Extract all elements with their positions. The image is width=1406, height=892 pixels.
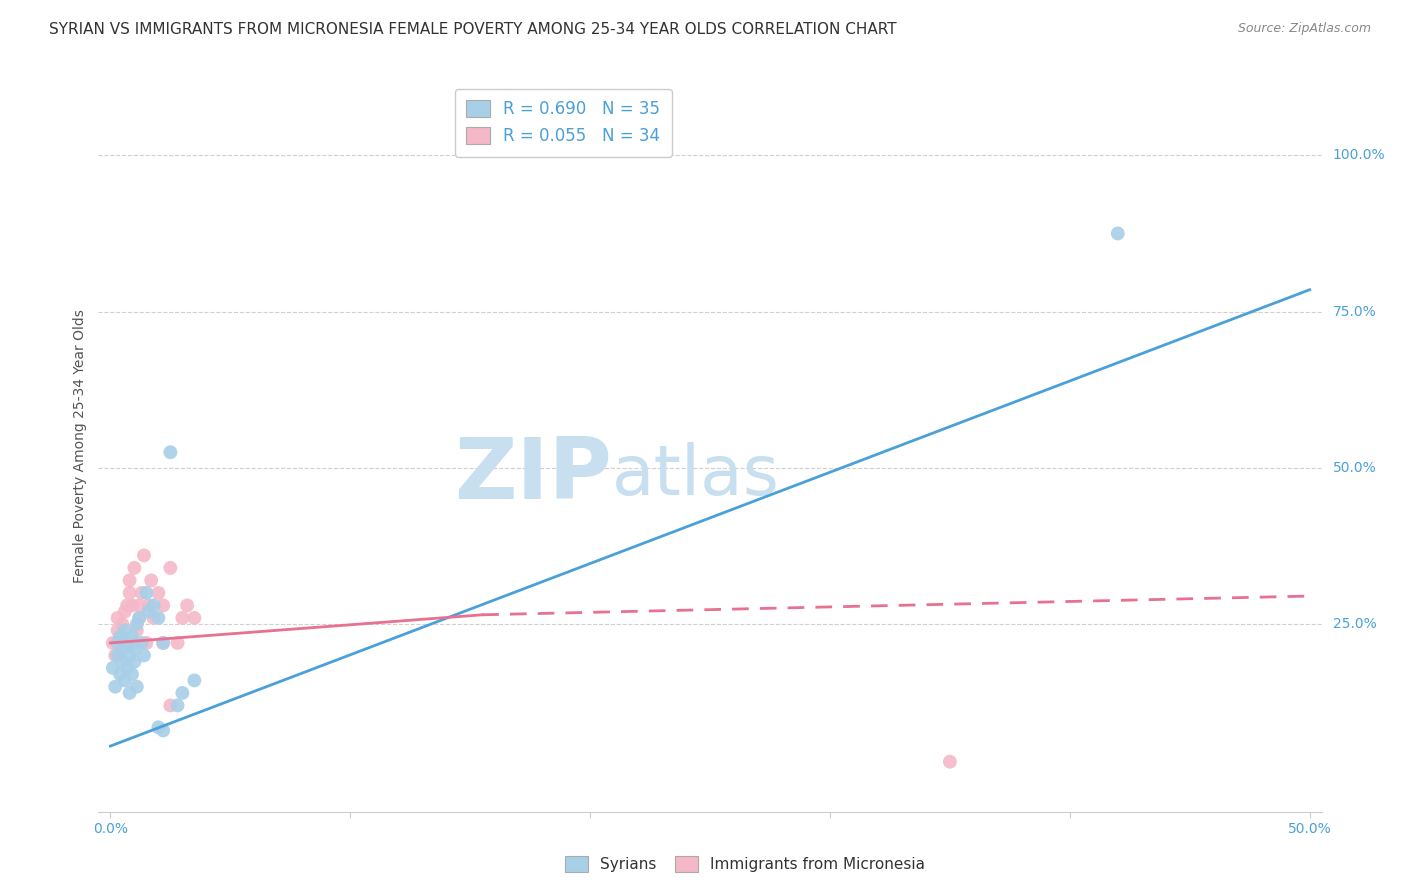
Point (124, 655, 146, 669)
Point (132, 648, 155, 663)
Point (132, 549, 155, 563)
Point (115, 636, 138, 650)
Point (114, 673, 136, 688)
Point (148, 720, 170, 734)
Point (148, 586, 170, 600)
Point (124, 642, 146, 657)
Point (159, 698, 181, 713)
Point (939, 755, 962, 769)
Point (108, 667, 131, 681)
Point (138, 599, 160, 613)
Point (131, 586, 153, 600)
Point (152, 636, 174, 650)
Legend: R = 0.690   N = 35, R = 0.055   N = 34: R = 0.690 N = 35, R = 0.055 N = 34 (454, 88, 672, 157)
Point (142, 599, 165, 613)
Point (107, 648, 129, 663)
Point (114, 605, 136, 619)
Point (115, 636, 138, 650)
Point (128, 611, 150, 625)
Point (152, 723, 174, 738)
Point (152, 599, 174, 613)
Point (135, 636, 157, 650)
Point (101, 661, 124, 675)
Point (121, 630, 143, 644)
Point (148, 611, 170, 625)
Point (118, 586, 141, 600)
Point (131, 636, 153, 650)
Point (152, 636, 174, 650)
Y-axis label: Female Poverty Among 25-34 Year Olds: Female Poverty Among 25-34 Year Olds (73, 309, 87, 583)
Text: SYRIAN VS IMMIGRANTS FROM MICRONESIA FEMALE POVERTY AMONG 25-34 YEAR OLDS CORREL: SYRIAN VS IMMIGRANTS FROM MICRONESIA FEM… (49, 22, 897, 37)
Text: Source: ZipAtlas.com: Source: ZipAtlas.com (1237, 22, 1371, 36)
Text: 100.0%: 100.0% (1333, 148, 1385, 162)
Point (111, 617, 134, 632)
Point (128, 611, 150, 625)
Point (135, 586, 157, 600)
Point (118, 574, 141, 588)
Point (121, 599, 143, 613)
Point (115, 661, 138, 675)
Point (108, 648, 131, 663)
Point (111, 630, 134, 644)
Point (159, 561, 181, 575)
Point (166, 636, 188, 650)
Text: ZIP: ZIP (454, 434, 612, 516)
Point (183, 673, 205, 688)
Point (159, 445, 181, 459)
Point (125, 617, 148, 632)
Point (141, 574, 163, 588)
Point (111, 655, 134, 669)
Point (125, 624, 148, 638)
Point (121, 667, 143, 681)
Point (183, 611, 205, 625)
Legend: Syrians, Immigrants from Micronesia: Syrians, Immigrants from Micronesia (558, 848, 932, 880)
Point (107, 636, 129, 650)
Point (128, 599, 150, 613)
Point (124, 636, 146, 650)
Text: atlas: atlas (612, 442, 780, 508)
Point (1107, 227, 1129, 241)
Point (125, 680, 148, 694)
Point (172, 686, 194, 700)
Text: 75.0%: 75.0% (1333, 304, 1376, 318)
Point (111, 642, 134, 657)
Point (124, 561, 146, 575)
Text: 25.0%: 25.0% (1333, 617, 1376, 632)
Point (108, 630, 131, 644)
Point (101, 636, 124, 650)
Point (166, 698, 188, 713)
Point (104, 648, 127, 663)
Point (107, 611, 129, 625)
Point (118, 686, 141, 700)
Point (142, 611, 165, 625)
Point (115, 599, 138, 613)
Point (107, 624, 129, 638)
Point (172, 611, 194, 625)
Point (104, 680, 127, 694)
Point (114, 624, 136, 638)
Point (118, 648, 141, 663)
Point (138, 605, 160, 619)
Point (176, 599, 198, 613)
Text: 50.0%: 50.0% (1333, 461, 1376, 475)
